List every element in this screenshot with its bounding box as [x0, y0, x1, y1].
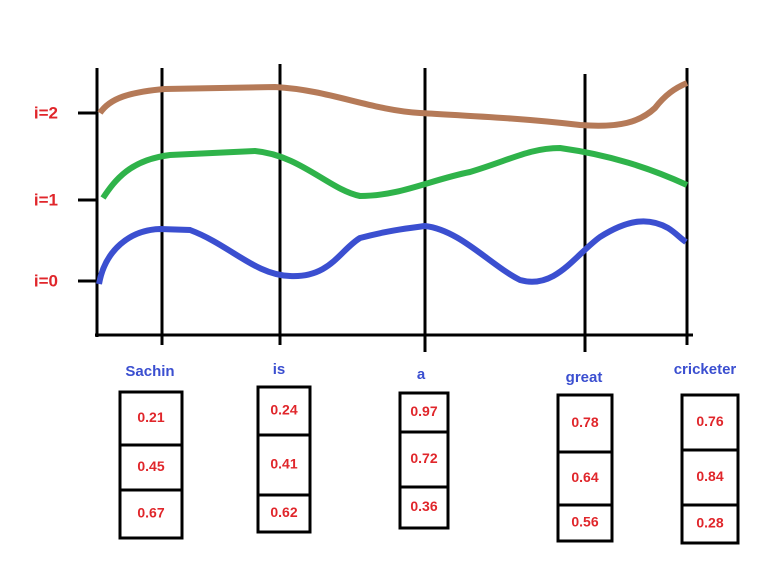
- word-label: Sachin: [125, 363, 174, 380]
- word-label: cricketer: [674, 361, 737, 378]
- value-text: 0.56: [571, 514, 598, 530]
- value-text: 0.41: [270, 456, 297, 472]
- value-text: 0.45: [137, 458, 164, 474]
- value-text: 0.36: [410, 498, 437, 514]
- word-label: a: [417, 366, 426, 383]
- value-text: 0.24: [270, 402, 297, 418]
- curve-i1: [100, 144, 689, 200]
- curve-i0: [96, 218, 688, 285]
- value-text: 0.28: [696, 515, 723, 531]
- value-text: 0.21: [137, 409, 164, 425]
- value-text: 0.84: [696, 468, 723, 484]
- value-text: 0.78: [571, 414, 598, 430]
- value-cell: [118, 488, 184, 540]
- value-text: 0.67: [137, 505, 164, 521]
- value-cell: [256, 493, 312, 534]
- axis-label: i=2: [34, 103, 58, 122]
- value-text: 0.62: [270, 504, 297, 520]
- value-cell: [398, 485, 450, 530]
- value-text: 0.97: [410, 403, 437, 419]
- value-cell: [556, 503, 614, 543]
- curve-i2: [97, 80, 689, 129]
- value-cell: [680, 503, 740, 545]
- word-label: is: [273, 361, 286, 378]
- word-label: great: [566, 369, 603, 386]
- axis-label: i=0: [34, 271, 58, 290]
- axis-label: i=1: [34, 190, 58, 209]
- value-text: 0.72: [410, 450, 437, 466]
- value-text: 0.64: [571, 469, 598, 485]
- value-text: 0.76: [696, 413, 723, 429]
